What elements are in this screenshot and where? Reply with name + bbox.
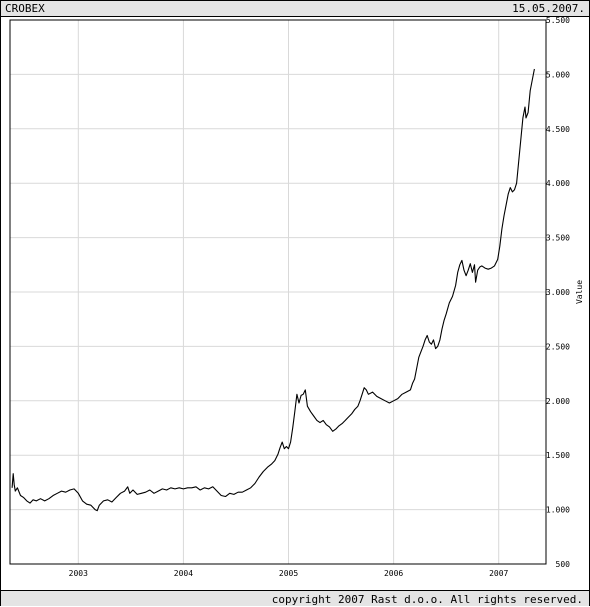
y-tick-label: 4.000 [546, 179, 570, 188]
footer-bar: copyright 2007 Rast d.o.o. All rights re… [1, 590, 589, 606]
x-tick-label: 2004 [174, 569, 193, 578]
crobex-series-line [11, 68, 535, 512]
y-tick-label: 2.000 [546, 397, 570, 406]
x-tick-label: 2006 [384, 569, 403, 578]
x-tick-label: 2007 [489, 569, 508, 578]
x-tick-label: 2005 [279, 569, 298, 578]
grid-layer [10, 20, 546, 564]
x-tick-label: 2003 [69, 569, 88, 578]
chart-date: 15.05.2007. [512, 2, 585, 15]
header-bar: CROBEX 15.05.2007. [1, 1, 589, 17]
copyright-text: copyright 2007 Rast d.o.o. All rights re… [271, 593, 583, 606]
y-tick-label: 1.500 [546, 451, 570, 460]
tick-layer: 500 1.000 1.500 2.000 2.500 3.000 3.500 4.000 4.… [69, 16, 570, 578]
y-tick-label: 5.000 [546, 70, 570, 79]
y-tick-label: 3.500 [546, 234, 570, 243]
y-tick-label: 4.500 [546, 125, 570, 134]
y-tick-label: 2.500 [546, 342, 570, 351]
plot-border [9, 19, 547, 565]
index-name: CROBEX [5, 2, 45, 15]
y-tick-label: 5.500 [546, 16, 570, 25]
y-tick-label: 3.000 [546, 288, 570, 297]
y-tick-label: 1.000 [546, 506, 570, 515]
y-axis-label: Value [575, 280, 584, 304]
y-tick-label: 500 [556, 560, 571, 569]
